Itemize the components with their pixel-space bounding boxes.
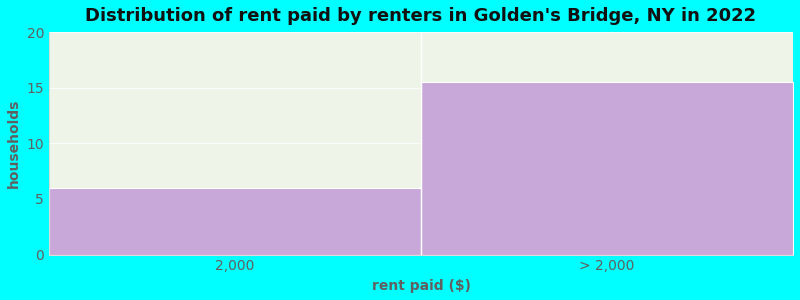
Y-axis label: households: households <box>7 99 21 188</box>
Title: Distribution of rent paid by renters in Golden's Bridge, NY in 2022: Distribution of rent paid by renters in … <box>86 7 757 25</box>
X-axis label: rent paid ($): rent paid ($) <box>371 279 470 293</box>
